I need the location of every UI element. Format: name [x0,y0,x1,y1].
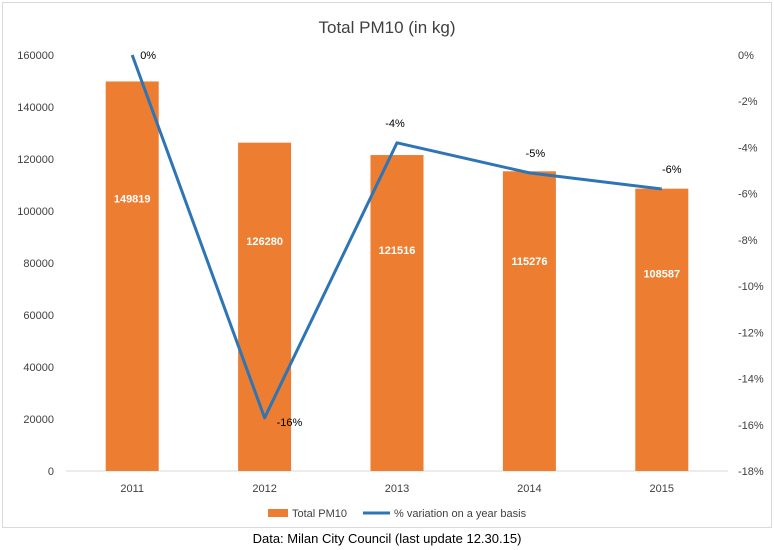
right-tick-label: -8% [738,235,758,247]
bar [370,155,424,471]
left-tick-label: 60000 [23,310,54,322]
x-tick-label: 2013 [385,483,409,495]
right-tick-label: -18% [738,466,764,478]
right-tick-label: -10% [738,281,764,293]
line-value-label: -6% [662,164,682,176]
left-tick-label: 140000 [17,102,54,114]
right-axis: -18% -16% -14% -12% -10% -8% -6% -4% -2% 0% [738,50,764,478]
right-tick-label: 0% [738,50,754,62]
line-path [130,54,662,420]
bar-series: 149819 126280 121516 115276 108587 [105,81,689,472]
line-value-label: 0% [140,50,156,62]
line-series: 0% -16% -4% -5% -6% [130,50,682,429]
right-tick-label: -6% [738,189,758,201]
right-tick-label: -16% [738,420,764,432]
x-tick-label: 2014 [517,483,541,495]
legend-bar-swatch [268,509,288,517]
line-value-label: -5% [526,148,546,160]
bar-value-label: 115276 [511,256,547,268]
bar-value-label: 126280 [246,236,283,248]
x-tick-label: 2012 [252,483,276,495]
legend: Total PM10 % variation on a year basis [268,508,527,520]
left-axis: 0 20000 40000 60000 80000 100000 120000 140000 1… [17,50,54,478]
left-tick-label: 160000 [17,50,54,62]
x-tick-label: 2015 [650,483,674,495]
bar-value-label: 149819 [114,193,151,205]
source-caption: Data: Milan City Council (last update 12… [252,531,522,546]
legend-line-label: % variation on a year basis [394,508,527,520]
left-tick-label: 40000 [23,362,54,374]
bar-value-label: 108587 [643,268,680,280]
x-axis: 2011 2012 2013 2014 2015 [66,470,728,495]
right-tick-label: -2% [738,96,758,108]
bar [635,188,689,471]
right-tick-label: -14% [738,374,764,386]
combo-chart: Total PM10 (in kg) 0 20000 40000 60000 80000… [17,18,764,520]
line-value-label: -16% [277,417,303,429]
left-tick-label: 0 [48,466,54,478]
left-tick-label: 20000 [23,414,54,426]
bar [105,81,159,472]
right-tick-label: -4% [738,142,758,154]
bar [502,171,556,471]
left-tick-label: 120000 [17,154,54,166]
left-tick-label: 80000 [23,258,54,270]
left-tick-label: 100000 [17,206,54,218]
x-tick-label: 2011 [120,483,144,495]
chart-title: Total PM10 (in kg) [319,18,456,37]
line-value-label: -4% [385,118,405,130]
right-tick-label: -12% [738,327,764,339]
bar-value-label: 121516 [379,245,416,257]
legend-bar-label: Total PM10 [292,508,347,520]
